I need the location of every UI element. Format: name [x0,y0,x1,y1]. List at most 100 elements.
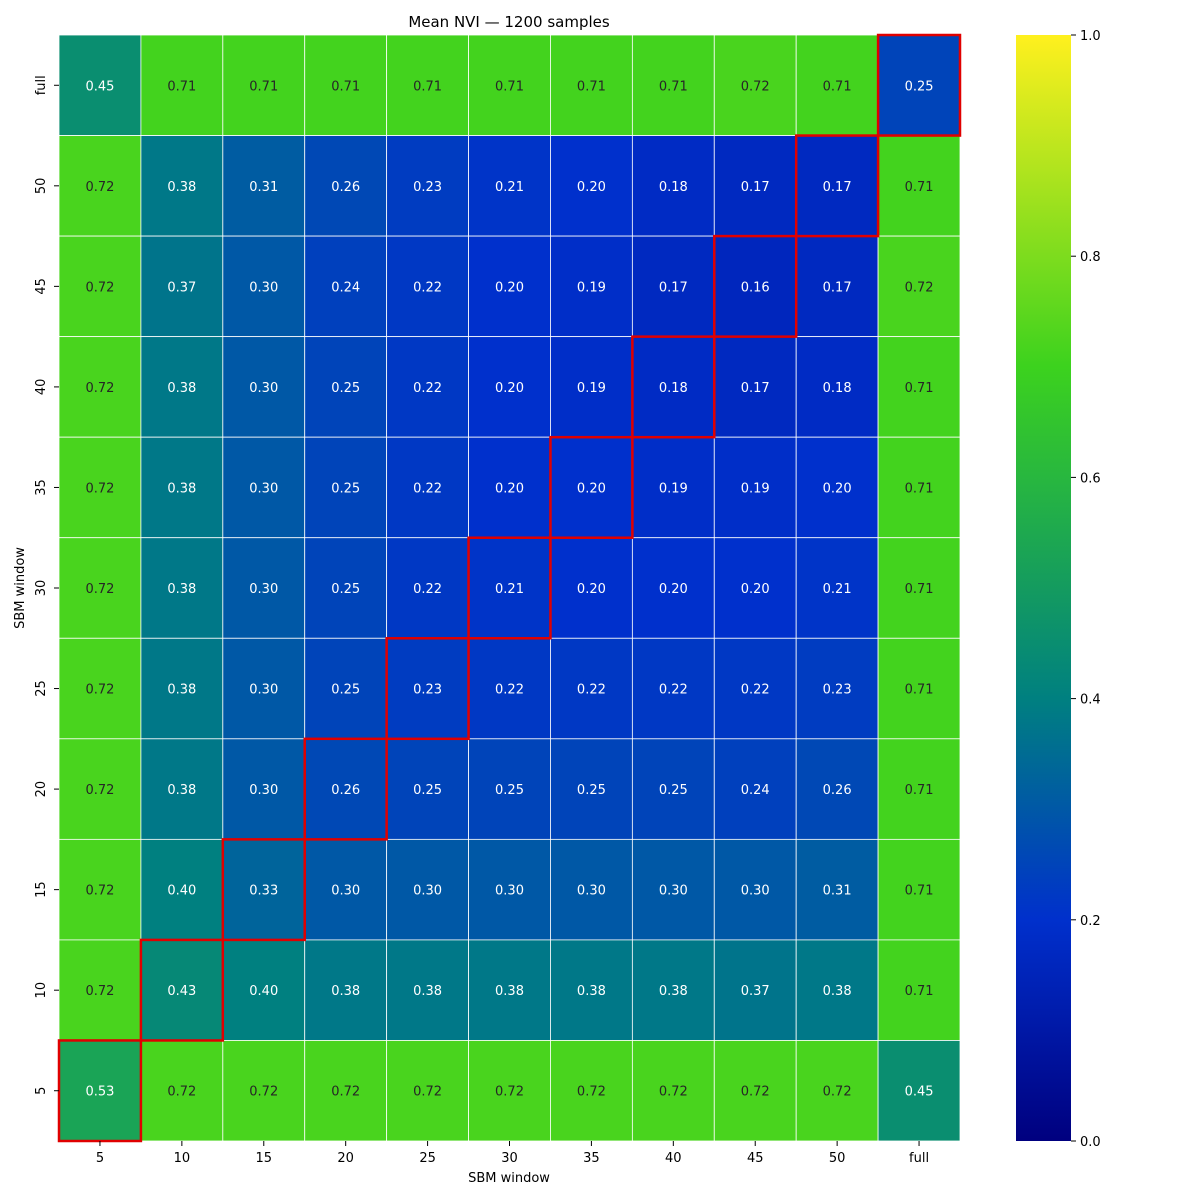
heatmap-cell [304,738,388,840]
heatmap-cell [304,1040,388,1142]
x-tick-label: 50 [829,1151,846,1166]
heatmap-cell [550,637,633,740]
colorbar-ticks: 0.0 0.2 0.4 0.6 0.8 1.0 [1071,29,1101,1150]
cell-value-label: 0.18 [659,180,688,195]
colorbar [1016,35,1071,1141]
heatmap-cell [386,336,469,438]
heatmap-cell [222,235,306,338]
cell-value-label: 0.20 [495,381,524,396]
cell-value-label: 0.72 [85,481,114,496]
heatmap-cell [631,939,715,1041]
heatmap-cell [631,838,715,941]
cell-value-label: 0.71 [331,79,360,94]
diagonal-highlight-box [467,536,552,640]
heatmap-cells [58,34,961,1142]
cell-value-label: 0.38 [167,783,196,798]
cell-value-label: 0.71 [905,984,934,999]
heatmap-cell [877,235,961,338]
heatmap-cell [468,637,551,740]
heatmap-cell [795,1040,879,1142]
diagonal-highlight-box [221,838,306,942]
cell-value-label: 0.71 [905,481,934,496]
y-tick-label: 10 [34,982,49,999]
heatmap-cell [222,436,306,539]
cell-value-label: 0.71 [495,79,524,94]
heatmap-cell [304,637,388,740]
cell-value-label: 0.33 [249,884,278,899]
heatmap-cell [58,235,142,338]
heatmap-cell [58,637,142,740]
cell-value-label: 0.20 [659,582,688,597]
x-tick-label: 10 [174,1151,191,1166]
cell-value-label: 0.30 [413,884,442,899]
heatmap-cell [877,838,961,941]
cell-value-label: 0.72 [823,1085,852,1100]
heatmap-cell [877,336,961,438]
cell-value-label: 0.30 [659,884,688,899]
heatmap-cell [631,135,715,237]
diagonal-highlight-box [139,938,225,1042]
cell-value-label: 0.18 [823,381,852,396]
heatmap-cell [58,838,142,941]
cell-value-label: 0.22 [741,683,770,698]
cell-value-label: 0.71 [905,381,934,396]
cell-value-label: 0.25 [905,79,934,94]
colorbar-tick-label: 1.0 [1080,29,1101,44]
cell-value-label: 0.30 [331,884,360,899]
cell-value-label: 0.23 [413,180,442,195]
heatmap-cell [795,336,879,438]
colorbar-tick-label: 0.4 [1080,693,1101,708]
cell-value-label: 0.40 [167,884,196,899]
cell-value-label: 0.30 [249,481,278,496]
cell-value-label: 0.22 [413,582,442,597]
cell-value-label: 0.71 [659,79,688,94]
heatmap-cell [795,637,879,740]
heatmap-cell [222,1040,306,1142]
x-tick-label: full [909,1151,929,1166]
cell-value-label: 0.30 [577,884,606,899]
cell-value-label: 0.72 [741,1085,770,1100]
cell-value-label: 0.26 [823,783,852,798]
cell-value-label: 0.72 [413,1085,442,1100]
cell-value-label: 0.72 [85,884,114,899]
heatmap-cell [140,1040,224,1142]
cell-value-label: 0.71 [905,180,934,195]
heatmap-cell [713,637,797,740]
x-axis-ticks: 5 10 15 20 25 30 35 40 45 50 full [96,1141,929,1166]
y-tick-label: full [34,75,49,95]
cell-value-label: 0.17 [823,180,852,195]
heatmap-cell [304,336,388,438]
cell-value-label: 0.24 [331,280,360,295]
cell-value-label: 0.45 [905,1085,934,1100]
heatmap-cell [304,838,388,941]
heatmap-cell [58,135,142,237]
heatmap-cell [222,34,306,136]
heatmap-cell [386,235,469,338]
heatmap-cell [58,738,142,840]
cell-value-label: 0.20 [495,481,524,496]
cell-value-label: 0.25 [331,481,360,496]
cell-value-label: 0.23 [413,683,442,698]
heatmap-cell [140,336,224,438]
heatmap-cell [713,939,797,1041]
chart-title: Mean NVI — 1200 samples [408,13,610,31]
cell-value-label: 0.22 [495,683,524,698]
cell-value-label: 0.25 [331,683,360,698]
heatmap-cell [550,336,633,438]
heatmap-cell [222,336,306,438]
cell-value-label: 0.19 [577,381,606,396]
heatmap-cell [877,637,961,740]
colorbar-tick-label: 0.0 [1080,1135,1101,1150]
cell-value-label: 0.30 [249,582,278,597]
cell-value-label: 0.17 [741,180,770,195]
heatmap-cell [795,34,879,136]
cell-value-label: 0.17 [659,280,688,295]
heatmap-cell [140,34,224,136]
diagonal-highlight-box [303,737,388,841]
cell-value-label: 0.21 [823,582,852,597]
cell-value-label: 0.25 [659,783,688,798]
x-tick-label: 25 [419,1151,436,1166]
cell-value-label: 0.20 [495,280,524,295]
heatmap-cell [386,436,469,539]
cell-value-label: 0.20 [577,481,606,496]
